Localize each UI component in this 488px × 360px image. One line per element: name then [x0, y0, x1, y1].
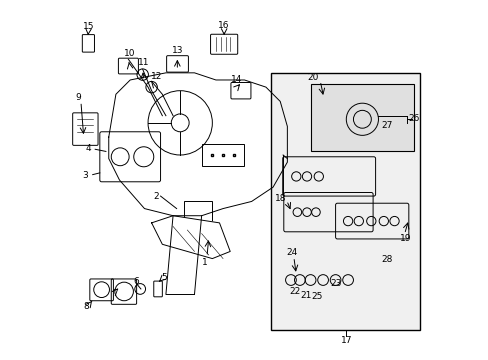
Text: 21: 21 [300, 291, 311, 300]
Text: 25: 25 [310, 292, 322, 301]
Bar [183, 202, 212, 244]
Text: 26: 26 [407, 114, 419, 123]
Text: 11: 11 [138, 58, 149, 67]
Polygon shape [151, 216, 230, 258]
Text: 5: 5 [161, 273, 167, 282]
Text: 1: 1 [202, 258, 208, 267]
Text: 16: 16 [218, 21, 229, 30]
Text: 24: 24 [285, 248, 297, 257]
Text: 10: 10 [123, 49, 135, 58]
Text: 22: 22 [288, 287, 300, 296]
Bar [310, 84, 413, 152]
Text: 27: 27 [380, 121, 391, 130]
Text: 7: 7 [112, 289, 118, 298]
Text: 9: 9 [75, 93, 81, 102]
Text: 15: 15 [82, 22, 94, 31]
Text: 19: 19 [399, 234, 411, 243]
Text: 13: 13 [171, 46, 183, 55]
Bar [271, 73, 419, 330]
Text: 14: 14 [230, 76, 242, 85]
Text: 4: 4 [85, 144, 91, 153]
Text: 3: 3 [82, 171, 88, 180]
Text: 23: 23 [329, 279, 341, 288]
Text: 20: 20 [307, 73, 318, 82]
Text: 17: 17 [340, 336, 351, 345]
Text: 28: 28 [380, 255, 391, 264]
Text: 8: 8 [83, 302, 89, 311]
Text: 12: 12 [151, 72, 162, 81]
Text: 18: 18 [275, 194, 286, 203]
Text: 6: 6 [134, 277, 139, 286]
Bar [201, 144, 244, 166]
Text: 2: 2 [153, 192, 159, 201]
